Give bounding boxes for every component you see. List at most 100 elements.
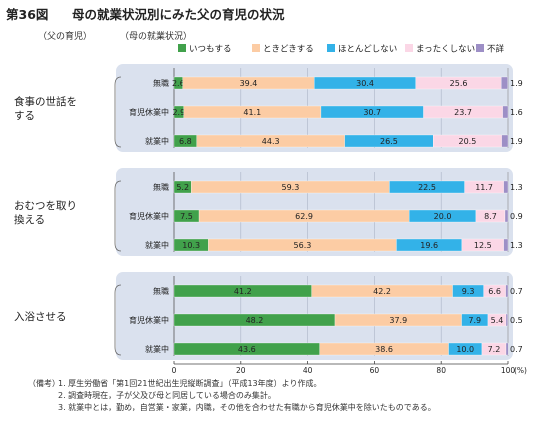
x-tick-label: 40 — [303, 366, 313, 375]
legend-label: ときどきする — [263, 45, 314, 55]
data-label: 38.6 — [375, 345, 393, 354]
bar-row: 育児休業中 48.2 37.9 7.9 5.4 0.5 — [129, 313, 523, 327]
data-label: 0.5 — [510, 316, 523, 325]
legend-swatch — [476, 44, 484, 52]
group-label: おむつを取り — [14, 200, 77, 212]
bar-row: 就業中 6.8 44.3 26.5 20.5 1.9 — [145, 134, 523, 148]
data-label: 1.6 — [510, 108, 523, 117]
bar-segment — [504, 209, 509, 223]
data-label: 5.4 — [491, 316, 504, 325]
legend-label: 不詳 — [487, 44, 505, 55]
category-label: 就業中 — [145, 240, 169, 250]
data-label: 43.6 — [238, 345, 256, 354]
data-label: 7.2 — [488, 345, 501, 354]
bar-segment — [505, 313, 508, 327]
group-label: 換える — [14, 214, 45, 226]
group-label: 食事の世話を — [14, 95, 77, 108]
note-line-2: 2. 調査時現在，子が父及び母と同居している場合のみ集計。 — [58, 390, 276, 400]
data-label: 30.4 — [356, 79, 374, 88]
data-label: 41.1 — [243, 108, 261, 117]
category-label: 無職 — [153, 78, 169, 88]
category-label: 無職 — [153, 286, 169, 296]
category-label: 育児休業中 — [129, 211, 169, 221]
x-axis: 0 20 40 60 80 100(%) — [172, 361, 527, 375]
note-line-3: 3. 就業中とは，勤め，自営業・家業，内職，その他を合わせた有職から育児休業中を… — [58, 402, 436, 412]
data-label: 7.9 — [468, 316, 481, 325]
bar-row: 無職 41.2 42.2 9.3 6.6 0.7 — [153, 284, 523, 298]
data-label: 25.6 — [450, 79, 468, 88]
bar-row: 無職 2.6 39.4 30.4 25.6 1.9 — [153, 76, 523, 90]
data-label: 20.5 — [459, 137, 477, 146]
notes: （備考） 1. 厚生労働省「第1回21世紀出生児縦断調査」（平成13年度）より作… — [28, 378, 436, 412]
data-label: 8.7 — [484, 212, 497, 221]
data-label: 10.0 — [456, 345, 474, 354]
legend-swatch — [327, 44, 335, 52]
x-unit-label: (%) — [514, 366, 527, 375]
group-label: する — [14, 110, 35, 122]
data-label: 0.7 — [510, 345, 523, 354]
data-label: 20.0 — [434, 212, 452, 221]
data-label: 1.3 — [510, 183, 523, 192]
legend-label: ほとんどしない — [338, 45, 397, 55]
header-father-childcare: （父の育児） — [38, 30, 92, 42]
category-label: 就業中 — [145, 344, 169, 354]
x-tick-label: 0 — [172, 366, 177, 375]
category-label: 育児休業中 — [129, 107, 169, 117]
data-label: 5.2 — [176, 183, 189, 192]
bar-segment — [505, 284, 509, 298]
data-label: 11.7 — [475, 183, 493, 192]
data-label: 2.9 — [172, 108, 185, 117]
data-label: 39.4 — [240, 79, 258, 88]
panel-group: 入浴させる 無職 41.2 42.2 9.3 6.6 0.7 育児休業中 48.2 37.9 7.9… — [14, 272, 523, 360]
category-label: 無職 — [153, 182, 169, 192]
data-label: 9.3 — [462, 287, 475, 296]
data-label: 2.6 — [172, 79, 185, 88]
category-label: 就業中 — [145, 136, 169, 146]
data-label: 42.2 — [373, 287, 391, 296]
data-label: 1.3 — [510, 241, 523, 250]
bar-segment — [503, 238, 509, 252]
bar-segment — [503, 180, 509, 194]
bar-row: 育児休業中 7.5 62.9 20.0 8.7 0.9 — [129, 209, 523, 223]
data-label: 37.9 — [389, 316, 407, 325]
data-label: 19.6 — [420, 241, 438, 250]
data-label: 1.9 — [510, 79, 523, 88]
group-bracket — [114, 76, 122, 148]
bar-row: 就業中 43.6 38.6 10.0 7.2 0.7 — [145, 342, 523, 356]
data-label: 1.9 — [510, 137, 523, 146]
data-label: 0.9 — [510, 212, 523, 221]
chart-title: 母の就業状況別にみた父の育児の状況 — [72, 7, 285, 22]
x-tick-label: 80 — [436, 366, 446, 375]
data-label: 56.3 — [294, 241, 312, 250]
data-label: 62.9 — [295, 212, 313, 221]
data-label: 41.2 — [234, 287, 252, 296]
x-tick-label: 60 — [370, 366, 380, 375]
legend-label: まったくしない — [416, 45, 475, 55]
data-label: 30.7 — [363, 108, 381, 117]
legend-swatch — [405, 44, 413, 52]
data-label: 48.2 — [246, 316, 264, 325]
figure-label: 第36図 — [6, 7, 48, 22]
data-label: 7.5 — [180, 212, 193, 221]
data-label: 10.3 — [182, 241, 200, 250]
legend-swatch — [178, 44, 186, 52]
legend-label: いつもする — [189, 45, 232, 55]
data-label: 6.6 — [488, 287, 501, 296]
data-label: 22.5 — [418, 183, 436, 192]
category-label: 育児休業中 — [129, 315, 169, 325]
data-label: 59.3 — [281, 183, 299, 192]
bar-segment — [502, 105, 509, 119]
data-label: 12.5 — [474, 241, 492, 250]
data-label: 44.3 — [262, 137, 280, 146]
header-mother-employment: （母の就業状況） — [120, 30, 192, 42]
note-line-1: 1. 厚生労働省「第1回21世紀出生児縦断調査」（平成13年度）より作成。 — [58, 378, 321, 388]
group-bracket — [114, 284, 122, 356]
data-label: 26.5 — [380, 137, 398, 146]
bar-row: 育児休業中 2.9 41.1 30.7 23.7 1.6 — [129, 105, 523, 119]
bar-row: 無職 5.2 59.3 22.5 11.7 1.3 — [153, 180, 523, 194]
legend: いつもする ときどきする ほとんどしない まったくしない 不詳 — [178, 44, 505, 55]
